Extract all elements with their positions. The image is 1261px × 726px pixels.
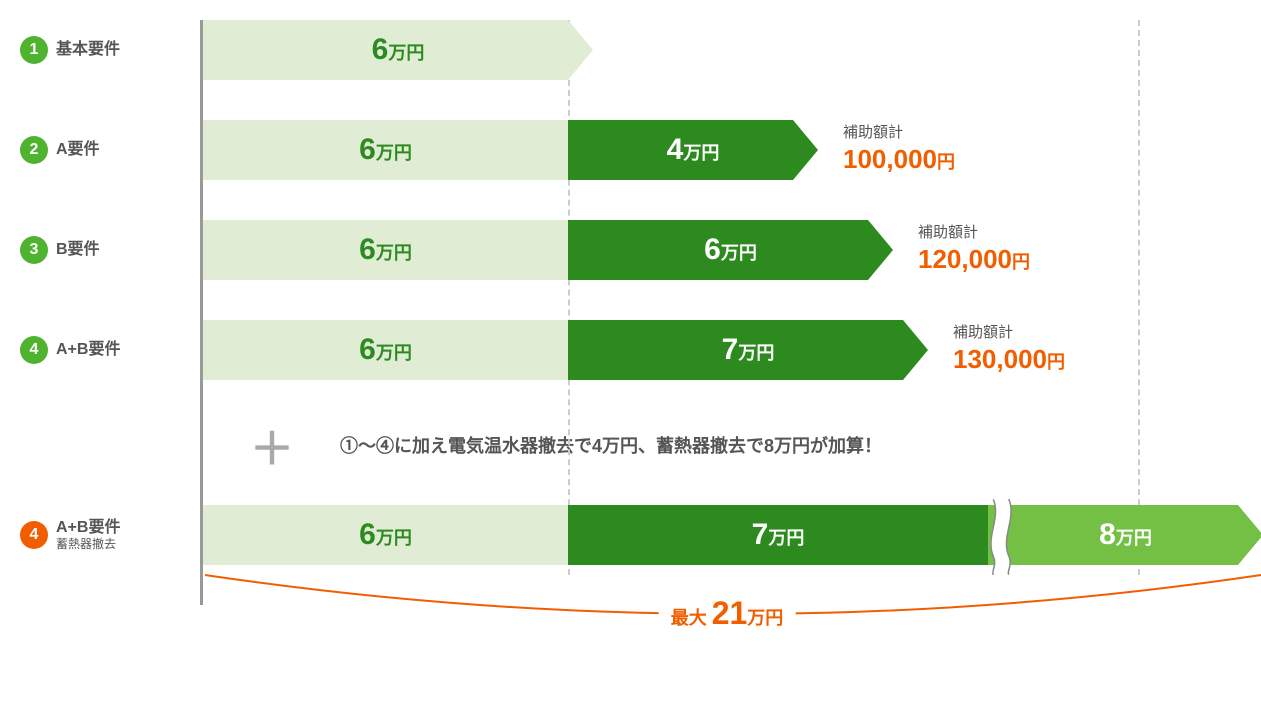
row-label-group: 3 B要件 (20, 236, 198, 264)
max-amount-label: 最大 21万円 (659, 595, 796, 632)
bars-container: 6万円 6万円 (203, 220, 893, 280)
section-divider (568, 20, 570, 575)
addition-note-text: ①〜④に加え電気温水器撤去で4万円、蓄熱器撤去で8万円が加算！ (340, 432, 882, 458)
row-label: A+B要件 (56, 340, 120, 359)
amount-bar: 6万円 (203, 320, 568, 380)
amount-bar: 8万円 (988, 505, 1261, 565)
subtotal: 補助額計130,000円 (953, 324, 1065, 375)
bar-value: 6万円 (359, 333, 412, 367)
bar-value: 8万円 (1099, 518, 1152, 552)
bar-value: 7万円 (752, 518, 805, 552)
subtotal-caption: 補助額計 (843, 124, 955, 143)
amount-bar: 4万円 (568, 120, 818, 180)
subtotal-amount: 130,000円 (953, 343, 1065, 376)
row-label: B要件 (56, 240, 100, 259)
bar-value: 6万円 (372, 33, 425, 67)
section-divider (1138, 20, 1140, 575)
row-label-group: 4 A+B要件蓄熱器撤去 (20, 518, 198, 552)
amount-bar: 7万円 (568, 320, 928, 380)
row-label: A要件 (56, 140, 100, 159)
row-badge: 1 (20, 36, 48, 64)
subtotal-amount: 100,000円 (843, 143, 955, 176)
subtotal: 補助額計120,000円 (918, 224, 1030, 275)
chart-row: 3B要件6万円6万円補助額計120,000円 (40, 220, 1261, 280)
row-badge: 4 (20, 521, 48, 549)
row-label-group: 4 A+B要件 (20, 336, 198, 364)
bar-value: 6万円 (359, 133, 412, 167)
amount-bar: 7万円 (568, 505, 988, 565)
row-label-group: 1 基本要件 (20, 36, 198, 64)
bar-value: 6万円 (359, 233, 412, 267)
addition-note-row: ＋①〜④に加え電気温水器撤去で4万円、蓄熱器撤去で8万円が加算！ (40, 420, 1261, 470)
max-bracket: 最大 21万円 (203, 573, 1251, 633)
row-badge: 4 (20, 336, 48, 364)
bar-value: 6万円 (704, 233, 757, 267)
amount-bar: 6万円 (203, 120, 568, 180)
chart-row: 2A要件6万円4万円補助額計100,000円 (40, 120, 1261, 180)
subtotal: 補助額計100,000円 (843, 124, 955, 175)
bars-container: 6万円 7万円 (203, 320, 928, 380)
row-badge: 3 (20, 236, 48, 264)
chart-row: 4A+B要件6万円7万円補助額計130,000円 (40, 320, 1261, 380)
subtotal-caption: 補助額計 (918, 224, 1030, 243)
amount-bar: 6万円 (568, 220, 893, 280)
plus-icon: ＋ (250, 413, 294, 477)
bar-value: 4万円 (667, 133, 720, 167)
subtotal-caption: 補助額計 (953, 324, 1065, 343)
row-badge: 2 (20, 136, 48, 164)
amount-bar: 6万円 (203, 20, 593, 80)
bars-container: 6万円 4万円 (203, 120, 818, 180)
bars-container: 6万円 7万円 8万円 (203, 505, 1261, 565)
amount-bar: 6万円 (203, 220, 568, 280)
subtotal-amount: 120,000円 (918, 243, 1030, 276)
chart-row: 1基本要件6万円 (40, 20, 1261, 80)
bar-value: 7万円 (722, 333, 775, 367)
bar-value: 6万円 (359, 518, 412, 552)
chart-row: 4A+B要件蓄熱器撤去6万円7万円8万円 (40, 505, 1261, 565)
subsidy-chart: 1基本要件6万円2A要件6万円4万円補助額計100,000円3B要件6万円6万円… (40, 20, 1261, 635)
bars-container: 6万円 (203, 20, 593, 80)
row-label-group: 2 A要件 (20, 136, 198, 164)
amount-bar: 6万円 (203, 505, 568, 565)
row-label: A+B要件蓄熱器撤去 (56, 518, 120, 552)
row-label: 基本要件 (56, 40, 120, 59)
